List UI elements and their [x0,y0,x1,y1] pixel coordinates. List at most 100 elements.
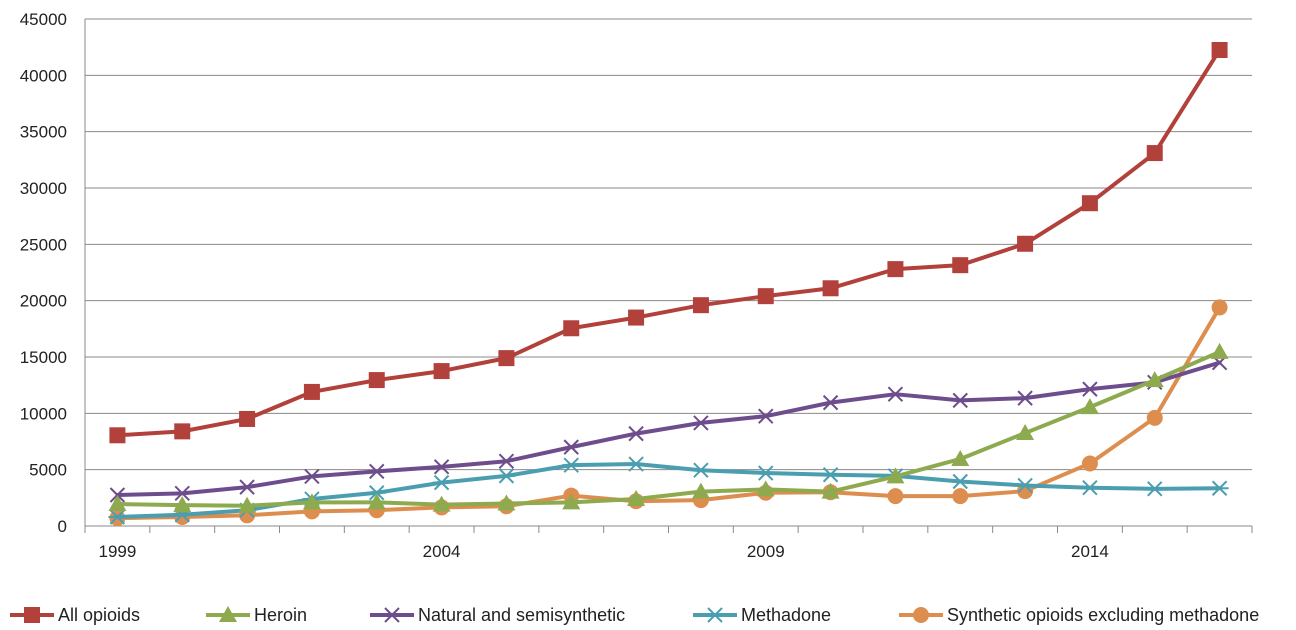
data-point [756,465,775,481]
data-point [563,320,580,337]
data-point [369,463,385,480]
data-point [758,408,774,424]
data-point [821,467,840,483]
legend: All opioids Heroin Natural and semisynthet… [10,605,1259,625]
data-point [562,493,581,510]
data-point [1211,41,1228,58]
data-point [628,309,645,326]
data-point [1081,455,1098,472]
data-point [108,495,127,512]
data-point [691,462,710,478]
data-point [1210,480,1229,496]
data-point [1146,145,1163,162]
legend-item-3: Methadone [693,605,831,625]
legend-swatch-marker [24,607,40,623]
data-point [1211,299,1228,316]
data-point [1145,371,1164,388]
data-point [303,383,320,400]
data-point [822,280,839,297]
series-line [115,47,1222,438]
data-point [887,386,904,402]
y-tick-label: 0 [58,517,67,536]
legend-label: All opioids [58,605,140,625]
data-point [1210,342,1229,359]
legend-label: Methadone [741,605,831,625]
data-point [433,363,450,380]
legend-label: Natural and semisynthetic [418,605,625,625]
data-point [497,468,516,484]
data-point [952,488,969,505]
series-line [115,349,1222,508]
y-tick-label: 45000 [20,10,67,29]
y-tick-label: 30000 [20,179,67,198]
data-point [498,453,515,469]
legend-label: Heroin [254,605,307,625]
data-point [627,489,646,506]
data-point [756,480,775,497]
data-point [757,288,774,305]
y-tick-label: 20000 [20,292,67,311]
series-lines [108,41,1229,527]
data-point [627,456,646,472]
data-point [368,372,385,389]
legend-swatch-marker [913,607,929,623]
legend-label: Synthetic opioids excluding methadone [947,605,1259,625]
data-point [951,449,970,466]
data-point [174,423,191,440]
legend-swatch-marker [219,606,237,622]
data-point [238,496,257,513]
data-point [822,394,839,411]
y-tick-label: 35000 [20,123,67,142]
data-point [109,487,126,503]
data-point [887,488,904,505]
data-point [109,427,126,444]
data-point [692,297,709,314]
data-point [498,350,515,367]
data-point [1016,424,1035,441]
data-point [1016,477,1035,494]
data-point [239,479,255,495]
x-axis: 1999 2004 2009 2014 [84,19,1253,561]
data-point [1081,195,1098,212]
data-point [367,485,386,501]
y-tick-label: 5000 [29,461,67,480]
series-4 [109,299,1228,527]
data-point [432,495,451,512]
series-2 [109,354,1228,503]
data-point [432,474,451,491]
data-point [951,473,970,490]
data-point [1080,398,1099,415]
data-point [1080,479,1099,496]
legend-item-2: Natural and semisynthetic [370,605,625,625]
y-tick-label: 15000 [20,348,67,367]
series-line [115,462,1222,519]
data-point [562,457,581,473]
legend-item-0: All opioids [10,605,140,625]
data-point [1146,409,1163,426]
data-point [173,496,192,513]
data-point [433,459,450,475]
data-point [108,509,127,525]
series-0 [109,41,1228,444]
x-tick-label: 2009 [747,542,785,561]
data-point [887,261,904,278]
data-point [691,482,710,499]
x-tick-label: 2014 [1071,542,1109,561]
data-point [628,425,644,442]
series-line [115,360,1222,498]
data-point [174,485,190,502]
data-point [693,415,709,431]
data-point [1145,481,1164,497]
legend-item-4: Synthetic opioids excluding methadone [899,605,1259,625]
legend-swatch-marker [384,607,400,623]
data-point [304,468,320,485]
x-tick-label: 1999 [99,542,137,561]
y-axis-tick-labels: 0 5000 10000 15000 20000 25000 30000 35000 40000… [20,10,67,536]
legend-swatch-marker [706,607,724,623]
x-tick-label: 2004 [423,542,461,561]
data-point [952,392,968,409]
data-point [952,257,969,274]
data-point [1082,381,1098,397]
data-point [1017,235,1034,252]
gridlines [85,18,1252,471]
